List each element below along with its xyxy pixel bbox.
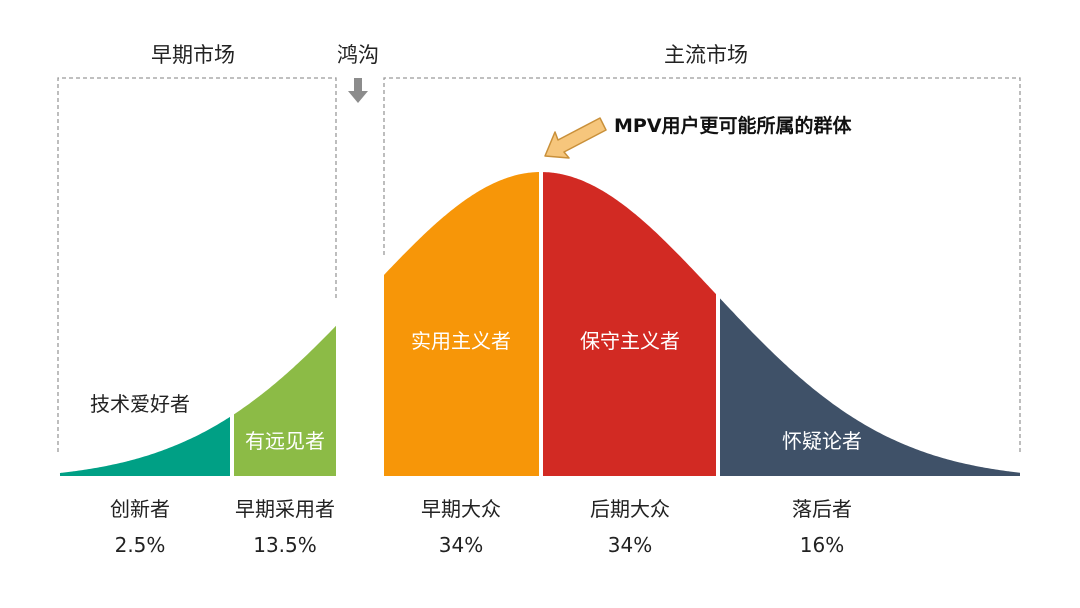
early-majority-segment: [380, 168, 543, 480]
early-market-bracket: [57, 77, 337, 452]
early-adopters-name: 早期采用者: [235, 497, 335, 521]
early-adopters-percent: 13.5%: [253, 533, 317, 557]
mpv-callout-text: MPV用户更可能所属的群体: [614, 114, 853, 137]
skeptics-label: 怀疑论者: [782, 429, 862, 453]
laggards-percent: 16%: [800, 533, 844, 557]
chasm-down-arrow-icon: [348, 78, 368, 103]
late-majority-segment: [539, 168, 720, 480]
pragmatists-label: 实用主义者: [411, 329, 511, 353]
early-majority-name: 早期大众: [421, 497, 501, 521]
early-market-header: 早期市场: [151, 43, 235, 67]
laggards-name: 落后者: [792, 497, 852, 521]
tech-enthusiasts-label: 技术爱好者: [90, 392, 190, 416]
chasm-header: 鸿沟: [337, 43, 379, 67]
innovators-segment: [56, 409, 234, 480]
late-majority-percent: 34%: [608, 533, 652, 557]
conservatives-label: 保守主义者: [580, 329, 680, 353]
innovators-name: 创新者: [110, 497, 170, 521]
laggards-segment: [716, 288, 1024, 480]
early-adopters-segment: [230, 315, 340, 480]
early-majority-percent: 34%: [439, 533, 483, 557]
visionaries-label: 有远见者: [245, 429, 325, 453]
late-majority-name: 后期大众: [590, 497, 670, 521]
mainstream-market-header: 主流市场: [664, 43, 748, 67]
innovators-percent: 2.5%: [115, 533, 166, 557]
callout-arrow-icon: [544, 117, 607, 159]
